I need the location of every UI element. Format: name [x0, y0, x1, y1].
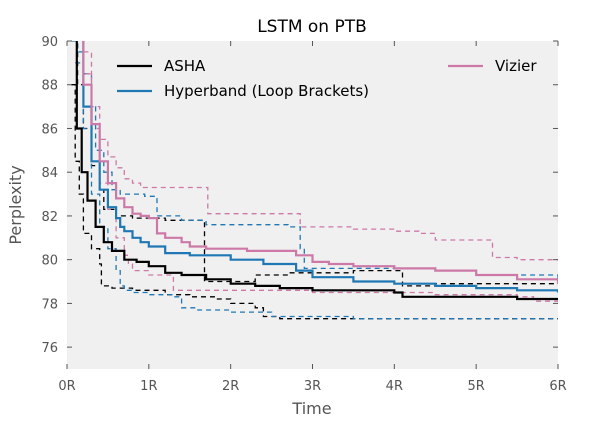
- asha-mean-line: [75, 41, 558, 301]
- x-axis-label: Time: [291, 399, 331, 418]
- y-tick-label: 88: [41, 79, 58, 94]
- vizier-lower-bound-line: [83, 51, 558, 304]
- asha-lower-bound-line: [71, 84, 558, 320]
- hyperband-mean-line: [82, 41, 558, 293]
- x-tick-label: 0R: [58, 379, 75, 394]
- y-tick-label: 80: [41, 254, 58, 269]
- y-tick-label: 82: [41, 210, 58, 225]
- x-tick-label: 4R: [386, 379, 403, 394]
- x-tick-label: 6R: [549, 379, 566, 394]
- y-tick-label: 78: [41, 297, 58, 312]
- x-tick-label: 3R: [304, 379, 321, 394]
- legend: ASHA Hyperband (Loop Brackets) Vizier: [117, 57, 537, 100]
- y-tick-label: 90: [41, 35, 58, 50]
- hyperband-lower-bound-line: [75, 62, 558, 320]
- chart-title: LSTM on PTB: [257, 17, 367, 37]
- legend-label-vizier: Vizier: [495, 57, 537, 75]
- y-tick-label: 76: [41, 341, 58, 356]
- x-tick-label: 1R: [140, 379, 157, 394]
- y-axis-label: Perplexity: [6, 165, 25, 244]
- plot-background: [67, 41, 558, 369]
- vizier-mean-line: [82, 41, 558, 284]
- legend-label-asha: ASHA: [164, 57, 206, 75]
- x-tick-label: 5R: [468, 379, 485, 394]
- legend-label-hyperband: Hyperband (Loop Brackets): [164, 82, 369, 100]
- axis-ticks: 0R 1R 2R 3R 4R 5R 6R 76 78 80 82 84 86 88 90: [41, 35, 566, 394]
- y-tick-label: 86: [41, 122, 58, 137]
- x-tick-label: 2R: [222, 379, 239, 394]
- y-tick-label: 84: [41, 166, 58, 181]
- series-lines: [71, 41, 558, 320]
